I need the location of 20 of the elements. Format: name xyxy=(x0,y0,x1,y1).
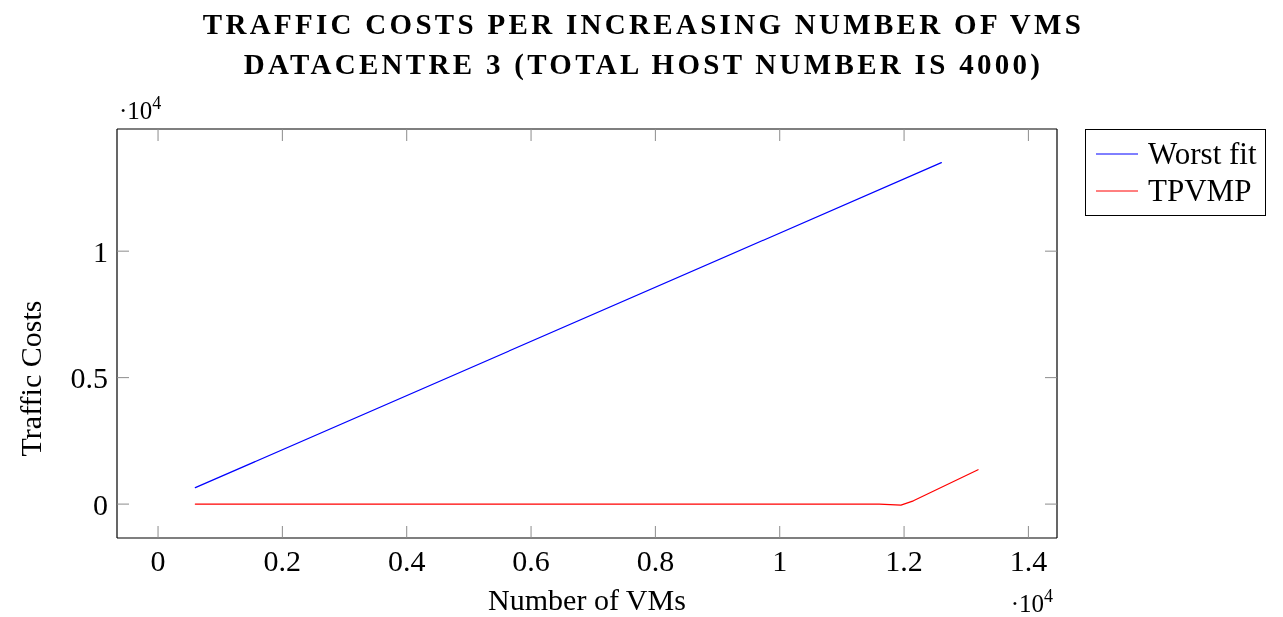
y-tick-label: 0 xyxy=(93,487,108,521)
text: ·10$^{4}$ xyxy=(119,93,162,124)
legend-label: Worst fit xyxy=(1148,135,1257,172)
x-tick-label: 1 xyxy=(772,544,788,578)
chart-title: TRAFFIC COSTS PER INCREASING NUMBER OF VMS xyxy=(202,8,1085,40)
line-series xyxy=(194,469,979,506)
y-tick-label: 0.5 xyxy=(70,361,108,395)
y-axis-title: Traffic Costs xyxy=(13,300,47,457)
x-tick-label: 0.8 xyxy=(636,544,675,578)
x-axis-title: Number of VMs xyxy=(488,583,686,616)
legend-label: TPVMP xyxy=(1148,172,1252,209)
chart-subtitle: DATACENTRE 3 (TOTAL HOST NUMBER IS 4000) xyxy=(243,48,1044,81)
y-tick-label: 1 xyxy=(93,234,108,268)
x-tick-label: 1.4 xyxy=(1009,544,1048,578)
text: ·10$^{4}$ xyxy=(1010,586,1053,617)
x-tick-label: 0 xyxy=(150,544,166,578)
x-tick-label: 0.4 xyxy=(387,544,426,578)
x-tick-label: 1.2 xyxy=(885,544,923,578)
x-tick-label: 0.2 xyxy=(263,544,302,578)
x-tick-label: 0.6 xyxy=(512,544,550,578)
